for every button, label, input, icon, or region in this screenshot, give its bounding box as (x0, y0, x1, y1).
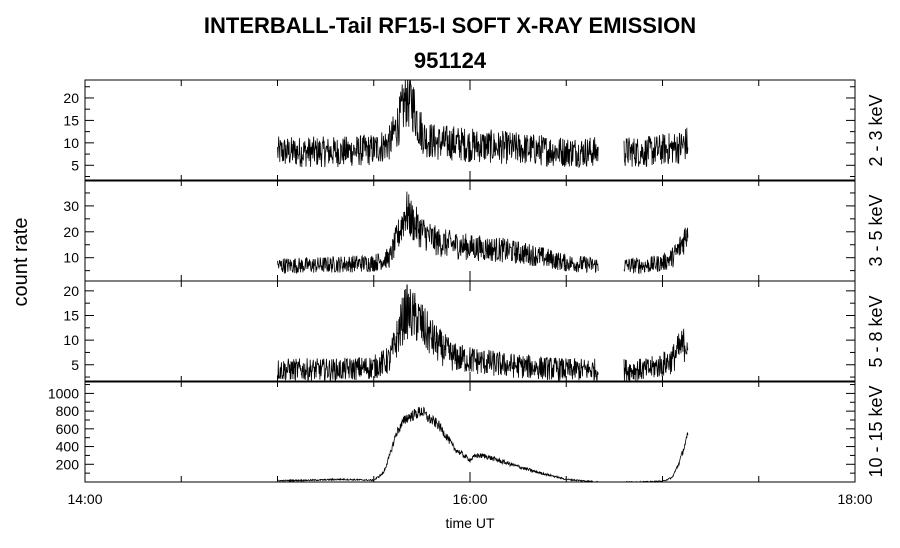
series-trace (277, 79, 689, 169)
series-trace (277, 191, 689, 275)
panel-1: 5 10 15 20 2 - 3 keV (63, 79, 886, 182)
y-tick-label: 600 (56, 421, 80, 437)
panel-frame (84, 79, 856, 182)
y-tick-label: 400 (56, 439, 80, 455)
y-tick-label: 200 (56, 456, 80, 472)
x-tick-label: 14:00 (67, 491, 102, 507)
series-trace (277, 406, 689, 483)
panel-frame (84, 380, 856, 483)
y-tick-label: 15 (63, 307, 79, 323)
y-tick-label: 10 (63, 332, 79, 348)
y-tick-label: 20 (63, 224, 79, 240)
y-tick-label: 10 (63, 250, 79, 266)
panel-frame (84, 179, 856, 282)
chart-title: INTERBALL-Tail RF15-I SOFT X-RAY EMISSIO… (203, 13, 697, 38)
x-tick-label: 16:00 (452, 491, 487, 507)
y-tick-label: 5 (71, 157, 79, 173)
x-axis-label: time UT (446, 515, 495, 531)
panel-2: 10 20 30 3 - 5 keV (63, 179, 886, 282)
x-tick-label: 18:00 (837, 491, 872, 507)
series-trace (277, 284, 689, 382)
y-axis-label: count rate (10, 218, 32, 307)
y-tick-label: 5 (71, 357, 79, 373)
y-tick-label: 30 (63, 198, 79, 214)
y-tick-label: 800 (56, 403, 80, 419)
y-tick-label: 15 (63, 112, 79, 128)
chart-subtitle: 951124 (413, 48, 487, 73)
series-label: 10 - 15 keV (866, 385, 886, 477)
series-label: 5 - 8 keV (866, 295, 886, 367)
y-tick-label: 1000 (48, 385, 79, 401)
series-label: 2 - 3 keV (866, 94, 886, 166)
panel-3: 5 10 15 20 5 - 8 keV (63, 280, 886, 383)
series-label: 3 - 5 keV (866, 194, 886, 266)
y-tick-label: 20 (63, 283, 79, 299)
y-tick-label: 20 (63, 90, 79, 106)
y-tick-label: 10 (63, 135, 79, 151)
